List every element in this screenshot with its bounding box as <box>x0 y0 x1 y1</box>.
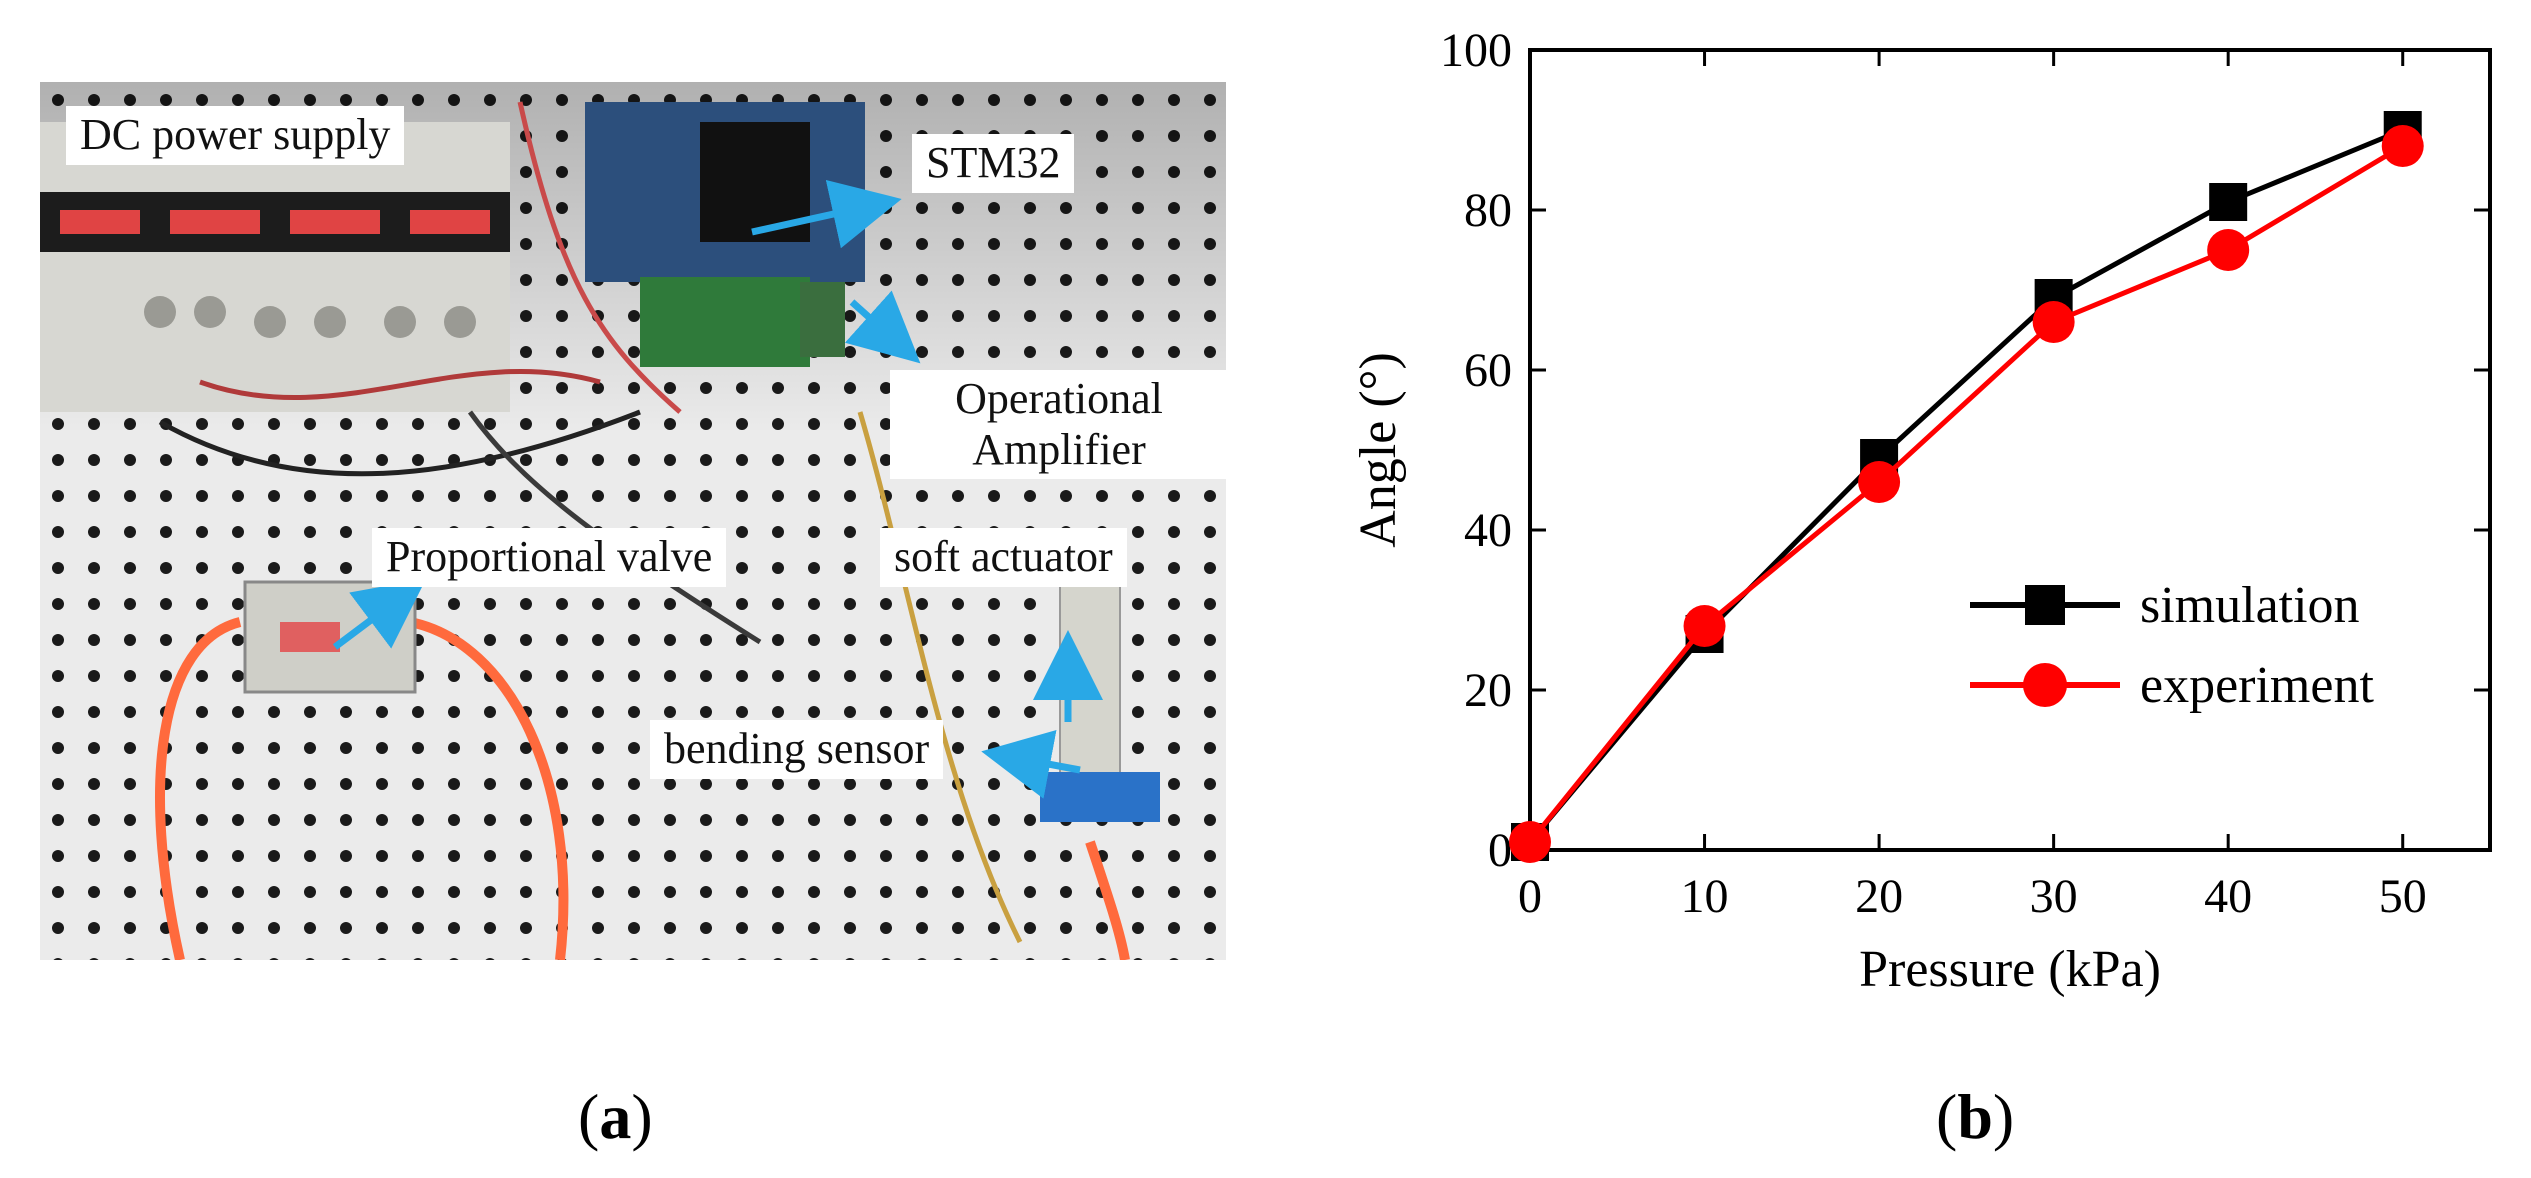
legend-marker-simulation <box>2025 585 2065 625</box>
setup-photo: DC power supply STM32 Operational Amplif… <box>40 82 1228 962</box>
arrow-op-amp <box>844 290 921 364</box>
data-point-experiment <box>1683 605 1726 647</box>
caption-b-close: ) <box>1992 1081 2015 1152</box>
data-point-experiment <box>1509 821 1551 863</box>
caption-a-open: ( <box>578 1081 600 1152</box>
y-tick-label: 100 <box>1440 24 1512 77</box>
legend-label-simulation: simulation <box>2140 577 2360 634</box>
legend: simulation experiment <box>1970 577 2374 714</box>
legend-label-experiment: experiment <box>2140 657 2374 714</box>
y-axis-title: Angle (°) <box>1350 352 1407 548</box>
caption-b-letter: b <box>1957 1081 1993 1152</box>
axes: 0 10 20 30 40 50 0 20 40 60 80 100 Pressure (kPa) Ang… <box>1350 24 2492 998</box>
series-line-experiment <box>1528 143 2405 844</box>
arrow-valve <box>332 578 427 650</box>
chart-svg: 0 10 20 30 40 50 0 20 40 60 80 100 Pressure (kPa) Ang… <box>1350 24 2492 998</box>
callout-arrows <box>332 179 1103 799</box>
x-tick-label: 50 <box>2379 870 2427 923</box>
power-supply-digits <box>60 210 490 234</box>
label-bending-sensor: bending sensor <box>650 720 944 779</box>
label-dc-power-supply: DC power supply <box>66 106 405 165</box>
air-tubes <box>155 617 1130 962</box>
caption-panel-a: (a) <box>578 1080 653 1154</box>
arrow-stm32 <box>751 179 902 249</box>
caption-a-letter: a <box>599 1081 632 1152</box>
x-tick-label: 0 <box>1518 870 1542 923</box>
label-operational-amplifier: Operational Amplifier <box>890 370 1228 480</box>
amplifier-breadboard <box>640 277 810 367</box>
label-proportional-valve: Proportional valve <box>372 528 727 587</box>
angle-pressure-chart: 0 10 20 30 40 50 0 20 40 60 80 100 Pressure (kPa) Ang… <box>1320 20 2520 1020</box>
series-layer <box>1509 111 2424 863</box>
y-tick-label: 40 <box>1464 504 1512 557</box>
data-point-simulation <box>2209 183 2248 221</box>
data-point-experiment <box>2207 229 2250 271</box>
amplifier-module <box>800 282 845 357</box>
arrow-bending-sensor <box>981 729 1081 799</box>
series-line-simulation <box>1528 127 2404 844</box>
label-operational-amplifier-line2: Amplifier <box>972 424 1146 474</box>
data-point-experiment <box>1858 461 1901 503</box>
data-point-experiment <box>2381 125 2424 167</box>
data-point-experiment <box>2032 301 2075 343</box>
legend-marker-experiment <box>2023 663 2067 707</box>
label-stm32: STM32 <box>912 134 1075 193</box>
proportional-valve-indicator <box>280 622 340 652</box>
setup-photo-illustration <box>40 82 1226 962</box>
caption-b-open: ( <box>1936 1081 1958 1152</box>
x-tick-label: 30 <box>2030 870 2078 923</box>
plot-frame <box>1528 48 2492 852</box>
caption-panel-b: (b) <box>1936 1080 2014 1154</box>
actuator-clamp <box>1040 772 1160 822</box>
y-tick-label: 0 <box>1488 824 1512 877</box>
power-supply-body <box>40 122 510 412</box>
cables <box>158 101 1023 944</box>
label-soft-actuator: soft actuator <box>880 528 1127 587</box>
y-tick-label: 60 <box>1464 344 1512 397</box>
y-tick-label: 80 <box>1464 184 1512 237</box>
caption-a-close: ) <box>631 1081 653 1152</box>
power-supply-knobs <box>144 296 476 338</box>
label-operational-amplifier-line1: Operational <box>955 374 1163 423</box>
x-tick-label: 20 <box>1855 870 1903 923</box>
y-tick-label: 20 <box>1464 664 1512 717</box>
x-tick-label: 40 <box>2204 870 2252 923</box>
x-axis-title: Pressure (kPa) <box>1859 941 2161 998</box>
x-tick-label: 10 <box>1681 870 1729 923</box>
